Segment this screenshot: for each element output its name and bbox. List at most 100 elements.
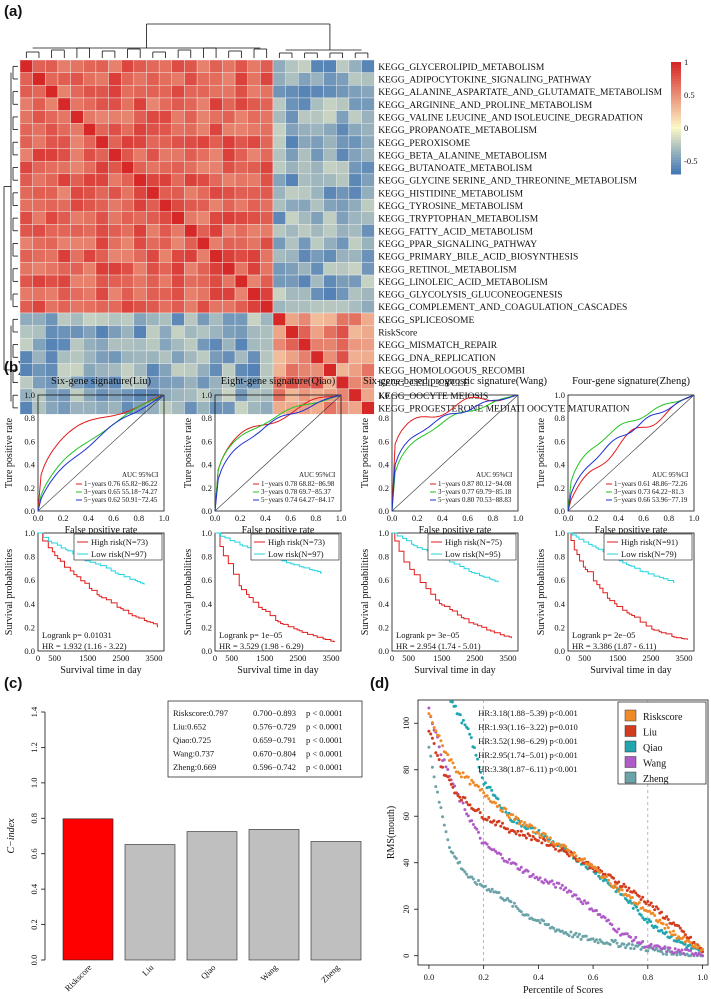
rms-point-qiao: [458, 713, 462, 717]
rms-point-wang: [625, 932, 629, 936]
heatmap-cell: [32, 186, 46, 200]
heatmap-cell: [32, 148, 46, 162]
heatmap-cell: [70, 401, 84, 415]
rms-point-zheng: [660, 950, 663, 954]
rms-point-riskscore: [516, 817, 520, 820]
roc-y-label: Ture positive rate: [360, 417, 371, 488]
bar-y-tick-label: 1.2: [29, 742, 39, 753]
heatmap-cell: [19, 110, 33, 124]
rms-y-tick-label: 60: [401, 812, 411, 821]
heatmap-cell: [361, 148, 375, 162]
heatmap-cell: [108, 110, 122, 124]
heatmap-cell: [70, 72, 84, 86]
heatmap-cell: [95, 186, 109, 200]
heatmap-cell: [120, 363, 135, 377]
bar-y-tick-label: 0.6: [29, 848, 39, 859]
heatmap-cell: [361, 173, 375, 187]
km-legend-high: High risk(N=73): [268, 537, 325, 547]
heatmap-cell: [57, 85, 71, 99]
heatmap-cell: [222, 274, 236, 288]
heatmap-cell: [83, 198, 97, 212]
heatmap-cell: [260, 110, 274, 124]
heatmap-cell: [120, 59, 135, 73]
cindex-table-ci: 0.700−0.893: [253, 708, 296, 718]
heatmap-cell: [348, 148, 362, 162]
rms-point-wang: [499, 852, 503, 856]
rms-point-qiao: [630, 901, 634, 905]
rms-legend-swatch: [624, 709, 637, 722]
heatmap-cell: [260, 249, 274, 263]
heatmap-cell: [285, 173, 299, 187]
heatmap-cell: [260, 312, 274, 326]
rms-point-riskscore: [468, 782, 472, 786]
rms-point-liu: [437, 758, 441, 762]
panel-label-a: (a): [4, 3, 22, 20]
heatmap-cell: [83, 123, 97, 137]
heatmap-cell: [184, 224, 198, 238]
heatmap-cell: [222, 148, 236, 162]
heatmap-cell: [209, 186, 223, 200]
rms-point-wang: [518, 868, 522, 872]
rms-point-zheng: [441, 815, 445, 819]
heatmap-cell: [70, 325, 84, 339]
cindex-table-ci: 0.576−0.729: [253, 722, 296, 732]
heatmap-cell: [234, 198, 248, 212]
km-logrank: Logrank p= 0.01031: [42, 630, 112, 640]
rms-point-riskscore: [526, 825, 530, 829]
rms-point-zheng: [615, 941, 619, 945]
rms-point-qiao: [483, 781, 487, 785]
rms-point-wang: [475, 827, 479, 831]
km-x-tick: 500: [225, 653, 238, 663]
bar-y-tick-label: 1.4: [29, 706, 39, 717]
heatmap-cell: [272, 224, 286, 238]
heatmap-cell: [184, 350, 198, 364]
heatmap-cell: [171, 224, 185, 238]
rms-point-riskscore: [434, 729, 438, 733]
heatmap-cell: [310, 173, 324, 187]
heatmap-cell: [158, 376, 172, 390]
heatmap-cell: [310, 97, 324, 111]
rms-point-liu: [660, 910, 663, 914]
rms-point-wang: [668, 946, 672, 950]
heatmap-cell: [310, 262, 324, 276]
legend-swatch: [671, 118, 681, 122]
rms-point-riskscore: [567, 849, 571, 853]
heatmap-cell: [120, 300, 135, 314]
heatmap-cell: [196, 363, 210, 377]
heatmap-cell: [95, 198, 109, 212]
heatmap-cell: [57, 236, 71, 250]
rms-point-liu: [672, 921, 675, 925]
rms-point-zheng: [437, 800, 441, 804]
heatmap-cell: [158, 312, 172, 326]
heatmap-cell: [361, 388, 375, 402]
cindex-table-ci: 0.670−0.804: [253, 749, 297, 759]
rms-point-qiao: [649, 920, 653, 924]
km-y-tick: 0.0: [378, 646, 389, 656]
rms-point-wang: [526, 869, 530, 873]
heatmap-cell: [298, 97, 312, 111]
heatmap-cell: [108, 211, 122, 225]
heatmap-cell: [70, 236, 84, 250]
heatmap-cell: [19, 249, 33, 263]
rms-point-liu: [608, 873, 612, 877]
heatmap-cell: [234, 186, 248, 200]
rms-point-liu: [682, 930, 686, 934]
heatmap-cell: [361, 59, 375, 73]
rms-point-riskscore: [518, 822, 522, 826]
heatmap-cell: [146, 287, 160, 301]
heatmap-cell: [298, 249, 312, 263]
rms-hr-label: HR:3.38(1.87−6.11) p<0.001: [478, 764, 577, 774]
left-dendrogram: [3, 65, 18, 409]
heatmap-cell: [323, 160, 337, 175]
rms-point-riskscore: [497, 804, 501, 808]
legend-swatch: [671, 106, 681, 111]
heatmap-cell: [32, 274, 46, 288]
km-legend-box: [73, 533, 163, 561]
heatmap-cell: [298, 287, 312, 301]
heatmap-cell: [120, 287, 135, 301]
heatmap-cell: [209, 72, 223, 86]
heatmap-cell: [83, 300, 97, 314]
heatmap-cell: [45, 350, 59, 364]
rms-point-qiao: [479, 770, 483, 774]
rms-point-wang: [665, 950, 669, 954]
